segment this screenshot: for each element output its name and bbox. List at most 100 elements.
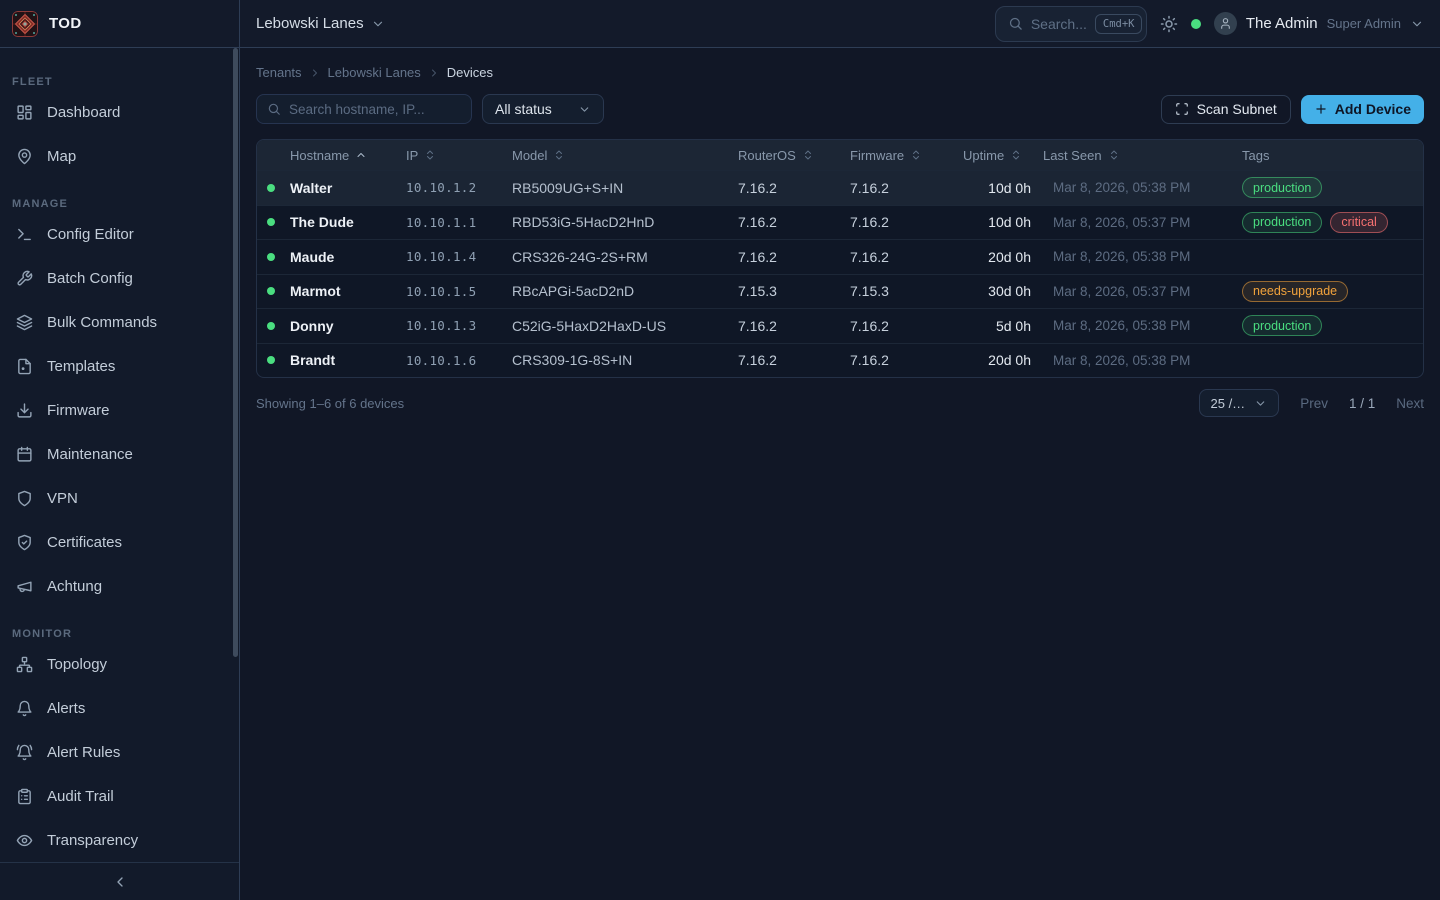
sidebar-item-label: Dashboard xyxy=(47,103,121,121)
sidebar-item-bulk-commands[interactable]: Bulk Commands xyxy=(0,300,240,344)
routeros-cell: 7.16.2 xyxy=(738,179,777,196)
breadcrumb-item[interactable]: Lebowski Lanes xyxy=(327,65,421,80)
device-status-cell xyxy=(257,252,290,261)
ip-cell: 10.10.1.4 xyxy=(406,249,477,265)
sidebar-collapse-button[interactable] xyxy=(0,862,239,900)
sidebar-item-alert-rules[interactable]: Alert Rules xyxy=(0,730,240,774)
sidebar-item-maintenance[interactable]: Maintenance xyxy=(0,432,240,476)
hostname-cell: Brandt xyxy=(290,352,336,369)
sidebar-item-achtung[interactable]: Achtung xyxy=(0,564,240,608)
model-cell: RBD53iG-5HacD2HnD xyxy=(512,214,655,231)
model-cell: CRS326-24G-2S+RM xyxy=(512,248,648,265)
chevron-down-icon xyxy=(580,106,589,112)
results-summary: Showing 1–6 of 6 devices xyxy=(256,395,405,411)
sidebar-item-config-editor[interactable]: Config Editor xyxy=(0,212,240,256)
sidebar-item-transparency[interactable]: Transparency xyxy=(0,818,240,862)
column-header-hostname[interactable]: Hostname xyxy=(290,148,406,163)
sidebar-item-vpn[interactable]: VPN xyxy=(0,476,240,520)
column-header-model[interactable]: Model xyxy=(512,148,738,163)
main-content: Tenants Lebowski Lanes Devices Search host… xyxy=(240,48,1440,900)
add-device-button[interactable]: Add Device xyxy=(1300,94,1424,124)
file-icon xyxy=(18,358,31,374)
user-menu[interactable]: The Admin Super Admin xyxy=(1213,12,1424,35)
prev-page-button[interactable]: Prev xyxy=(1300,395,1328,411)
global-search-placeholder: Search... xyxy=(1030,15,1087,32)
sidebar-section-label: MONITOR xyxy=(12,628,73,640)
column-header-routeros[interactable]: RouterOS xyxy=(738,148,850,163)
last-seen-cell: Mar 8, 2026, 05:37 PM xyxy=(1053,214,1191,230)
sidebar-item-topology[interactable]: Topology xyxy=(0,642,240,686)
table-row[interactable]: Donny 10.10.1.3 C52iG-5HaxD2HaxD-US 7.16.2 7… xyxy=(257,308,1423,343)
global-search-button[interactable]: Search... Cmd+K xyxy=(994,5,1147,42)
chevrons-up-down-icon xyxy=(1013,150,1020,160)
sidebar-item-audit-trail[interactable]: Audit Trail xyxy=(0,774,240,818)
column-header-ip[interactable]: IP xyxy=(406,148,512,163)
theme-toggle-button[interactable] xyxy=(1160,15,1178,33)
sidebar-nav: FLEET Dashboard Map MANAGE Config Editor Batc… xyxy=(0,48,240,862)
column-header-firmware[interactable]: Firmware xyxy=(850,148,963,163)
clipboard-list-icon xyxy=(18,788,31,804)
hostname-cell: Donny xyxy=(290,317,334,334)
routeros-cell: 7.16.2 xyxy=(738,317,777,334)
online-status-dot xyxy=(267,218,275,227)
sidebar-item-alerts[interactable]: Alerts xyxy=(0,686,240,730)
sidebar-item-label: Config Editor xyxy=(47,225,134,243)
column-header-last-seen[interactable]: Last Seen xyxy=(1043,148,1242,163)
chevron-down-icon xyxy=(373,21,382,26)
table-row[interactable]: Marmot 10.10.1.5 RBcAPGi-5acD2nD 7.15.3 7.15… xyxy=(257,273,1423,309)
scan-icon xyxy=(1175,103,1188,115)
column-header-tags[interactable]: Tags xyxy=(1242,147,1270,163)
chevron-right-icon xyxy=(431,69,436,76)
sidebar-item-templates[interactable]: Templates xyxy=(0,344,240,388)
bell-ring-icon xyxy=(16,744,33,760)
uptime-cell: 10d 0h xyxy=(988,179,1031,196)
sidebar-scrollbar[interactable] xyxy=(233,48,238,657)
sidebar-item-label: Audit Trail xyxy=(47,787,114,805)
routeros-cell: 7.15.3 xyxy=(738,283,777,300)
next-page-button[interactable]: Next xyxy=(1396,395,1424,411)
brand-name: TOD xyxy=(49,15,82,32)
hostname-cell: The Dude xyxy=(290,214,354,231)
model-cell: CRS309-1G-8S+IN xyxy=(512,352,633,369)
tag-production: production xyxy=(1242,315,1323,337)
table-row[interactable]: Maude 10.10.1.4 CRS326-24G-2S+RM 7.16.2 7.16… xyxy=(257,239,1423,274)
search-shortcut-kbd: Cmd+K xyxy=(1094,13,1143,34)
routeros-cell: 7.16.2 xyxy=(738,214,777,231)
breadcrumb-item[interactable]: Tenants xyxy=(256,65,302,80)
sidebar-item-batch-config[interactable]: Batch Config xyxy=(0,256,240,300)
sidebar-item-label: Topology xyxy=(47,655,108,673)
column-header-uptime[interactable]: Uptime xyxy=(963,148,1043,163)
chevron-up-icon xyxy=(357,153,365,157)
scan-subnet-button[interactable]: Scan Subnet xyxy=(1160,94,1291,124)
firmware-cell: 7.16.2 xyxy=(850,317,889,334)
sidebar-item-certificates[interactable]: Certificates xyxy=(0,520,240,564)
table-row[interactable]: Walter 10.10.1.2 RB5009UG+S+IN 7.16.2 7.16.2… xyxy=(257,170,1423,205)
tenant-switcher[interactable]: Lebowski Lanes xyxy=(256,15,385,32)
sun-icon xyxy=(1160,15,1178,32)
topbar: TOD Lebowski Lanes Search... Cmd+K The A… xyxy=(0,0,1440,48)
plus-icon xyxy=(1316,104,1326,114)
firmware-cell: 7.16.2 xyxy=(850,179,889,196)
table-row[interactable]: The Dude 10.10.1.1 RBD53iG-5HacD2HnD 7.16.2… xyxy=(257,204,1423,240)
connection-status-dot xyxy=(1190,18,1201,29)
page-size-select[interactable]: 25 /… xyxy=(1198,389,1280,417)
page-size-value: 25 /… xyxy=(1210,395,1246,411)
sidebar-item-dashboard[interactable]: Dashboard xyxy=(0,90,240,134)
sidebar-item-map[interactable]: Map xyxy=(0,134,240,178)
table-row[interactable]: Brandt 10.10.1.6 CRS309-1G-8S+IN 7.16.2 7.16… xyxy=(257,342,1423,378)
table-body: Walter 10.10.1.2 RB5009UG+S+IN 7.16.2 7.16.2… xyxy=(257,170,1423,377)
uptime-cell: 5d 0h xyxy=(995,317,1031,334)
map-pin-icon xyxy=(18,148,31,164)
device-search-input[interactable]: Search hostname, IP... xyxy=(256,94,472,124)
sidebar-item-firmware[interactable]: Firmware xyxy=(0,388,240,432)
shield-check-icon xyxy=(18,534,31,550)
search-icon xyxy=(268,103,280,115)
user-icon xyxy=(1221,18,1230,29)
status-filter-select[interactable]: All status xyxy=(482,94,604,124)
tags-cell: production xyxy=(1242,177,1423,199)
tag-production: production xyxy=(1242,211,1323,233)
megaphone-icon xyxy=(17,581,32,592)
firmware-cell: 7.16.2 xyxy=(850,352,889,369)
sidebar-item-label: Firmware xyxy=(47,401,110,419)
table-actions: Scan Subnet Add Device xyxy=(1160,94,1424,124)
